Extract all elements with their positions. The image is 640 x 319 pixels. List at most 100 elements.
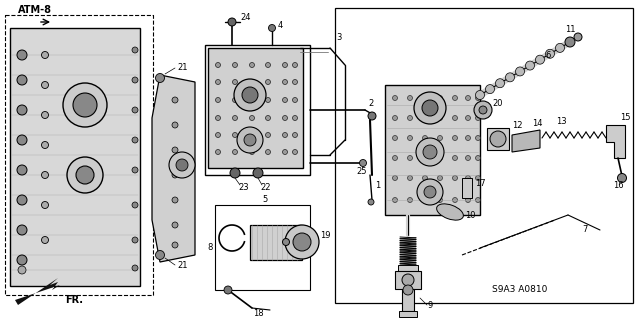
Circle shape [452,115,458,121]
Circle shape [282,132,287,137]
Text: 16: 16 [612,182,623,190]
Circle shape [230,168,240,178]
Circle shape [232,79,237,85]
Bar [398,265,418,271]
Circle shape [250,132,255,137]
Bar [215,205,310,290]
Circle shape [282,150,287,154]
Circle shape [452,95,458,100]
Circle shape [250,115,255,121]
Circle shape [172,147,178,153]
Circle shape [392,136,397,140]
Circle shape [408,197,413,203]
Text: 14: 14 [532,118,543,128]
Polygon shape [152,75,195,262]
Circle shape [292,132,298,137]
Bar [385,85,480,215]
Bar [205,45,310,175]
Circle shape [360,160,367,167]
Circle shape [417,179,443,205]
Circle shape [253,168,263,178]
Circle shape [42,236,49,243]
Circle shape [474,101,492,119]
Text: 1: 1 [375,181,380,189]
Circle shape [172,97,178,103]
Text: 3: 3 [336,33,341,42]
Circle shape [216,98,221,102]
Circle shape [132,47,138,53]
Circle shape [216,132,221,137]
Circle shape [536,55,545,64]
Circle shape [465,175,470,181]
Circle shape [392,95,397,100]
Circle shape [156,250,164,259]
Circle shape [392,197,397,203]
Circle shape [237,127,263,153]
Circle shape [422,136,428,140]
Circle shape [465,197,470,203]
Circle shape [479,106,487,114]
Text: 21: 21 [177,63,188,71]
Circle shape [618,174,627,182]
Circle shape [172,222,178,228]
Circle shape [282,115,287,121]
Circle shape [76,166,94,184]
Circle shape [42,112,49,118]
Circle shape [476,91,484,100]
Circle shape [156,73,164,83]
Circle shape [525,61,534,70]
Circle shape [266,150,271,154]
Circle shape [452,155,458,160]
Circle shape [368,199,374,205]
Circle shape [132,167,138,173]
Circle shape [476,155,481,160]
Circle shape [368,112,376,120]
Text: FR.: FR. [65,295,83,305]
Text: 21: 21 [177,262,188,271]
Circle shape [17,105,27,115]
Circle shape [250,98,255,102]
Circle shape [476,115,481,121]
Circle shape [292,79,298,85]
Circle shape [232,132,237,137]
Circle shape [392,115,397,121]
Circle shape [132,107,138,113]
Text: 8: 8 [207,243,212,253]
Circle shape [176,159,188,171]
Circle shape [234,79,266,111]
Text: 4: 4 [278,20,284,29]
Circle shape [242,87,258,103]
Circle shape [486,85,495,93]
Polygon shape [15,278,60,305]
Circle shape [17,135,27,145]
Bar [10,28,140,286]
Circle shape [422,155,428,160]
Circle shape [169,152,195,178]
Text: 2: 2 [368,99,373,108]
Bar [402,289,414,311]
Text: S9A3 A0810: S9A3 A0810 [492,286,548,294]
Circle shape [282,63,287,68]
Circle shape [132,265,138,271]
Circle shape [408,115,413,121]
Circle shape [408,155,413,160]
Circle shape [403,285,413,295]
Circle shape [17,50,27,60]
Circle shape [224,286,232,294]
Bar [5,15,153,295]
Circle shape [172,197,178,203]
Circle shape [18,266,26,274]
Circle shape [465,155,470,160]
Circle shape [465,115,470,121]
Circle shape [17,75,27,85]
Circle shape [269,25,275,32]
Circle shape [42,142,49,149]
Circle shape [414,92,446,124]
Circle shape [438,175,442,181]
Circle shape [73,93,97,117]
Circle shape [476,95,481,100]
Circle shape [408,95,413,100]
Circle shape [424,186,436,198]
Circle shape [506,73,515,82]
Circle shape [172,242,178,248]
